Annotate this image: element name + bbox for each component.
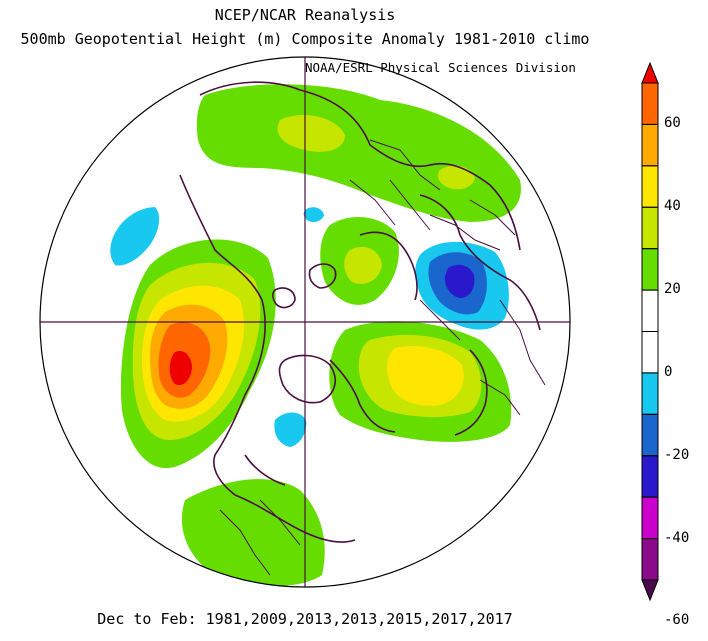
colorbar-bin: [642, 331, 658, 373]
colorbar-bin: [642, 63, 658, 83]
region-negative-spots: [110, 207, 324, 447]
colorbar-tick-label: -60: [664, 612, 690, 629]
colorbar-bin: [642, 290, 658, 332]
colorbar-bin: [642, 207, 658, 249]
colorbar-bin: [642, 165, 658, 208]
colorbar-bin: [642, 455, 658, 498]
colorbar-bin: [642, 414, 658, 456]
region-pacific-ridge: [120, 239, 276, 469]
chart-title-line1: NCEP/NCAR Reanalysis: [214, 6, 396, 24]
colorbar-tick-label: 20: [664, 281, 681, 298]
map-boundary: [39, 56, 571, 588]
colorbar-bin: [642, 538, 658, 580]
chart-title-line2: 500mb Geopotential Height (m) Composite …: [20, 30, 590, 48]
anomaly-field: [40, 57, 570, 587]
borders: [219, 139, 546, 576]
colorbar-bin: [642, 83, 658, 125]
colorbar-tick-label: 40: [664, 198, 681, 215]
colorbar-bin: [642, 580, 658, 600]
colorbar-bin-outline: [641, 579, 659, 602]
colorbar-tick-label: -40: [664, 529, 690, 546]
colorbar-bin: [642, 248, 658, 291]
region-eurasia-positive: [196, 84, 521, 305]
footer-caption: Dec to Feb: 1981,2009,2013,2013,2015,201…: [97, 610, 513, 628]
colorbar-bin: [642, 124, 658, 166]
region-subtropical-band: [181, 479, 325, 587]
credit-label: NOAA/ESRL Physical Sciences Division: [305, 60, 576, 75]
colorbar-bin: [642, 497, 658, 539]
colorbar-tick-label: -20: [664, 446, 690, 463]
region-europe-ridge: [329, 321, 512, 442]
colorbar-tick-label: 0: [664, 363, 673, 380]
region-siberia-trough: [415, 241, 509, 330]
colorbar-bin: [642, 372, 658, 415]
coastlines: [179, 81, 541, 543]
colorbar-tick-label: 60: [664, 115, 681, 132]
